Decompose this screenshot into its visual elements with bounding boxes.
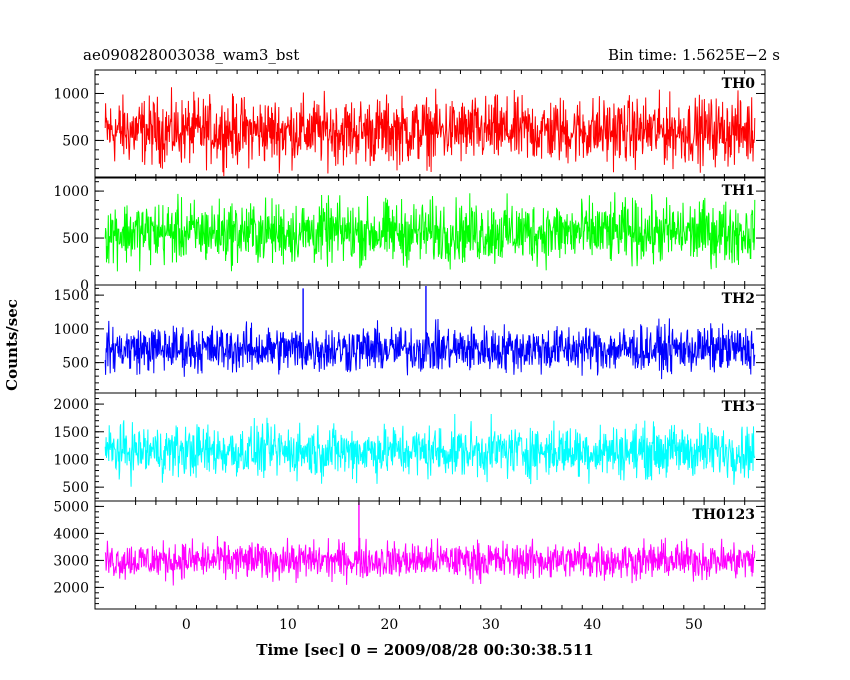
panel-label-th3: TH3 (722, 399, 755, 415)
y-axis-label: Counts/sec (3, 299, 21, 391)
series-line-th1 (104, 192, 756, 272)
y-tick-label: 2000 (53, 580, 89, 596)
bin-time-label: Bin time: 1.5625E−2 s (608, 46, 780, 64)
panel-label-th0123: TH0123 (692, 507, 755, 523)
y-tick-label: 0 (80, 278, 89, 294)
x-tick-label: 40 (584, 617, 602, 633)
y-tick-label: 2000 (53, 397, 89, 413)
series-line-th2 (104, 318, 756, 380)
series-line-th0 (104, 87, 756, 177)
panel-label-th2: TH2 (722, 291, 755, 307)
panel-label-th1: TH1 (722, 183, 755, 199)
chart-title: ae090828003038_wam3_bst (83, 46, 299, 64)
x-tick-label: 20 (380, 617, 398, 633)
y-tick-label: 500 (62, 133, 89, 149)
x-axis-label: Time [sec] 0 = 2009/08/28 00:30:38.511 (256, 641, 593, 659)
x-tick-label: 50 (685, 617, 703, 633)
x-tick-label: 0 (182, 617, 191, 633)
y-tick-label: 3000 (53, 553, 89, 569)
series-line-th3 (104, 413, 756, 487)
series-line-th0123 (104, 535, 756, 586)
panel-frame-th0 (94, 69, 766, 179)
panel-label-th0: TH0 (722, 76, 756, 92)
y-tick-label: 500 (62, 356, 89, 372)
y-tick-label: 4000 (53, 526, 89, 542)
y-tick-label: 1000 (53, 86, 89, 102)
y-tick-label: 1000 (53, 452, 89, 468)
y-tick-label: 1000 (53, 184, 89, 200)
y-tick-label: 500 (62, 231, 89, 247)
x-tick-label: 10 (279, 617, 297, 633)
y-tick-label: 5000 (53, 499, 89, 515)
y-tick-label: 1500 (53, 425, 89, 441)
y-tick-label: 500 (62, 480, 89, 496)
y-tick-label: 1500 (53, 288, 89, 304)
y-tick-label: 1000 (53, 322, 89, 338)
x-tick-label: 30 (482, 617, 500, 633)
